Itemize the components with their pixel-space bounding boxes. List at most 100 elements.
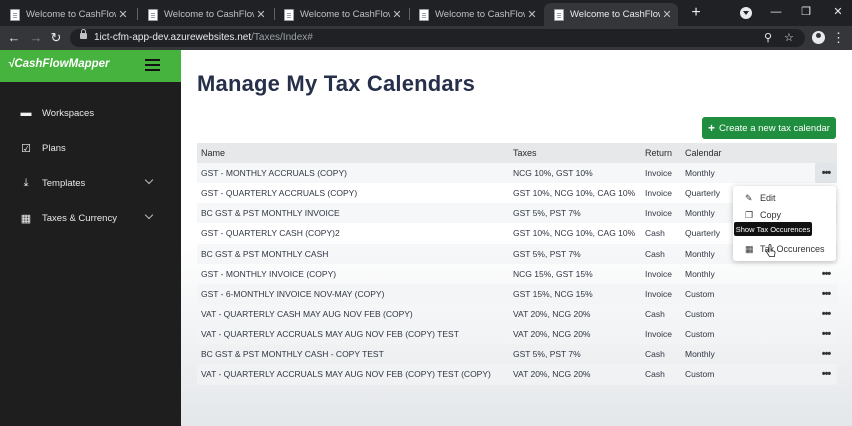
lock-icon[interactable] (80, 29, 87, 39)
back-icon[interactable]: ← (7, 30, 21, 45)
browser-menu-icon[interactable]: ⋮ (832, 30, 845, 45)
sidebar-item-templates[interactable]: ⤓ Templates (0, 171, 181, 195)
row-calendar-cell: Custom (685, 309, 715, 320)
column-header-return[interactable]: Return (645, 148, 673, 158)
table-row[interactable]: BC GST & PST MONTHLY INVOICE GST 5%, PST … (197, 203, 837, 224)
browser-tab[interactable]: Welcome to CashFlowMapper ✕ (0, 3, 134, 26)
close-tab-icon[interactable]: ✕ (256, 9, 266, 21)
tax-occurrences-menu-item[interactable]: ▦ Tax Occurences (745, 243, 825, 255)
chevron-down-icon[interactable] (144, 175, 154, 185)
tab-divider (409, 8, 410, 20)
row-name-cell: BC GST & PST MONTHLY INVOICE (201, 208, 340, 219)
row-return-cell: Invoice (645, 329, 672, 340)
row-actions-menu-icon[interactable]: ••• (815, 163, 837, 184)
table-header: Name Taxes Return Calendar (197, 143, 837, 163)
browser-tab-strip: Welcome to CashFlowMapper ✕ Welcome to C… (0, 0, 852, 26)
row-return-cell: Cash (645, 228, 665, 239)
table-row[interactable]: VAT - QUARTERLY ACCRUALS MAY AUG NOV FEB… (197, 324, 837, 345)
main-content: Manage My Tax Calendars + Create a new t… (181, 50, 852, 426)
row-return-cell: Invoice (645, 188, 672, 199)
row-actions-menu-icon[interactable]: ••• (821, 267, 832, 280)
reload-icon[interactable]: ↻ (50, 30, 62, 45)
url-text[interactable]: 1ict-cfm-app-dev.azurewebsites.net/Taxes… (94, 32, 313, 43)
row-actions-menu-icon[interactable]: ••• (821, 287, 832, 300)
table-row[interactable]: GST - MONTHLY ACCRUALS (COPY) NCG 10%, GS… (197, 163, 837, 184)
row-return-cell: Invoice (645, 268, 672, 279)
calendar-icon: ▦ (20, 212, 32, 225)
table-row[interactable]: GST - 6-MONTHLY INVOICE NOV-MAY (COPY) GS… (197, 283, 837, 304)
row-taxes-cell: NCG 10%, GST 10% (513, 168, 593, 179)
table-row[interactable]: BC GST & PST MONTHLY CASH GST 5%, PST 7% C… (197, 243, 837, 264)
row-calendar-cell: Quarterly (685, 228, 720, 239)
row-return-cell: Cash (645, 369, 665, 380)
close-tab-icon[interactable]: ✕ (118, 9, 128, 21)
row-return-cell: Invoice (645, 288, 672, 299)
table-row[interactable]: BC GST & PST MONTHLY CASH - COPY TEST GST… (197, 344, 837, 364)
hamburger-menu-icon[interactable] (145, 59, 160, 72)
browser-tab[interactable]: Welcome to CashFlowMapper ✕ (138, 3, 272, 26)
row-taxes-cell: VAT 20%, NCG 20% (513, 329, 591, 340)
table-row[interactable]: GST - MONTHLY INVOICE (COPY) NCG 15%, GST… (197, 264, 837, 284)
edit-menu-item[interactable]: ✎ Edit (745, 192, 776, 204)
tab-search-icon[interactable] (740, 7, 752, 19)
sidebar-item-label: Taxes & Currency (42, 212, 117, 224)
row-taxes-cell: VAT 20%, NCG 20% (513, 309, 591, 320)
close-tab-icon[interactable]: ✕ (662, 9, 672, 21)
forward-icon[interactable]: → (29, 30, 43, 45)
row-taxes-cell: GST 10%, NCG 10%, CAG 10% (513, 228, 636, 239)
row-return-cell: Cash (645, 349, 665, 360)
row-calendar-cell: Monthly (685, 268, 715, 279)
table-row[interactable]: VAT - QUARTERLY CASH MAY AUG NOV FEB (CO… (197, 304, 837, 324)
browser-tab[interactable]: Welcome to CashFlowMapper ✕ (274, 3, 408, 26)
row-calendar-cell: Monthly (685, 248, 715, 259)
sidebar-item-taxes-currency[interactable]: ▦ Taxes & Currency (0, 206, 181, 230)
row-return-cell: Cash (645, 248, 665, 259)
table-row[interactable]: GST - QUARTERLY CASH (COPY)2 GST 10%, NCG… (197, 223, 837, 243)
row-actions-menu-icon[interactable]: ••• (821, 368, 832, 381)
table-row[interactable]: VAT - QUARTERLY ACCRUALS MAY AUG NOV FEB… (197, 364, 837, 385)
row-name-cell: GST - QUARTERLY CASH (COPY)2 (201, 228, 340, 239)
chevron-down-icon[interactable] (144, 210, 154, 220)
table-row[interactable]: GST - QUARTERLY ACCRUALS (COPY) GST 10%, … (197, 183, 837, 203)
row-name-cell: BC GST & PST MONTHLY CASH (201, 248, 329, 259)
sidebar-item-workspaces[interactable]: ▬ Workspaces (0, 101, 181, 125)
address-bar[interactable]: 1ict-cfm-app-dev.azurewebsites.net/Taxes… (70, 29, 805, 47)
row-calendar-cell: Monthly (685, 208, 715, 219)
zoom-icon[interactable]: ⚲ (764, 32, 773, 44)
row-name-cell: BC GST & PST MONTHLY CASH - COPY TEST (201, 349, 384, 360)
row-actions-menu-icon[interactable]: ••• (821, 308, 832, 321)
column-header-taxes[interactable]: Taxes (513, 148, 537, 158)
row-name-cell: GST - QUARTERLY ACCRUALS (COPY) (201, 188, 358, 199)
create-tax-calendar-button[interactable]: + Create a new tax calendar (702, 117, 836, 139)
checkbox-icon: ☑ (21, 142, 31, 155)
row-return-cell: Invoice (645, 208, 672, 219)
restore-icon[interactable]: ❐ (801, 6, 811, 18)
close-window-icon[interactable]: ✕ (833, 6, 843, 18)
profile-avatar-icon[interactable] (812, 31, 825, 44)
tab-divider (137, 8, 138, 20)
row-actions-menu-icon[interactable]: ••• (821, 328, 832, 341)
bookmark-star-icon[interactable]: ☆ (784, 32, 794, 44)
close-tab-icon[interactable]: ✕ (527, 9, 537, 21)
sidebar-item-label: Workspaces (42, 107, 95, 119)
copy-menu-item[interactable]: ❐ Copy (745, 209, 782, 221)
sidebar: √CashFlowMapper ▬ Workspaces ☑ Plans ⤓ T… (0, 50, 181, 426)
column-header-calendar[interactable]: Calendar (685, 148, 722, 158)
row-actions-menu-icon[interactable]: ••• (821, 348, 832, 361)
row-calendar-cell: Monthly (685, 349, 715, 360)
browser-tab[interactable]: Welcome to CashFlowMapper ✕ (409, 3, 543, 26)
minimize-icon[interactable]: — (770, 6, 782, 18)
address-bar-row: ← → ↻ 1ict-cfm-app-dev.azurewebsites.net… (0, 26, 852, 50)
sidebar-item-plans[interactable]: ☑ Plans (0, 136, 181, 160)
column-header-name[interactable]: Name (201, 148, 226, 158)
brand-logo[interactable]: √CashFlowMapper (8, 58, 110, 70)
page-icon (554, 8, 564, 21)
row-taxes-cell: GST 5%, PST 7% (513, 208, 581, 219)
row-taxes-cell: GST 15%, NCG 15% (513, 288, 593, 299)
close-tab-icon[interactable]: ✕ (392, 9, 402, 21)
row-calendar-cell: Custom (685, 329, 715, 340)
new-tab-button[interactable]: + (691, 4, 701, 21)
brand-bar: √CashFlowMapper (0, 50, 181, 82)
row-name-cell: GST - MONTHLY ACCRUALS (COPY) (201, 168, 347, 179)
browser-tab-active[interactable]: Welcome to CashFlowMapper ✕ (544, 3, 678, 26)
